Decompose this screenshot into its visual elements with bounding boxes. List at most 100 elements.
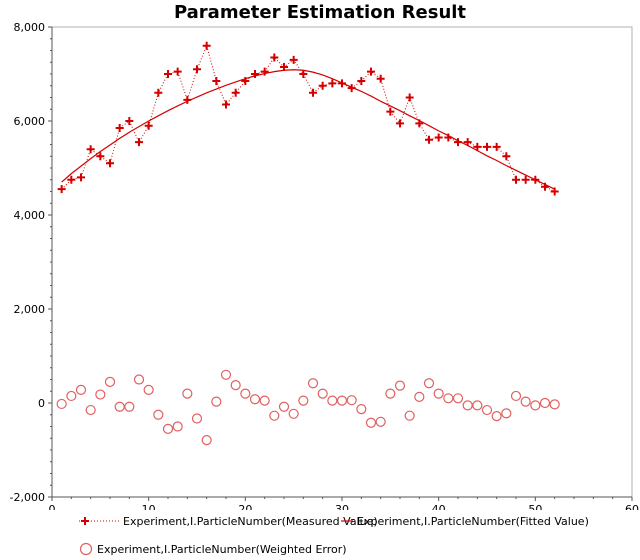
- measured-point: [57, 185, 66, 194]
- weighted-error-point: [375, 416, 386, 427]
- measured-point: [164, 70, 172, 78]
- weighted-error-point: [201, 435, 212, 446]
- measured-point: [347, 84, 356, 93]
- x-tick-label: 60: [625, 503, 639, 510]
- weighted-error-point: [327, 395, 338, 406]
- weighted-error-point: [114, 401, 125, 412]
- weighted-error-point: [85, 404, 96, 416]
- measured-point: [270, 53, 279, 62]
- weighted-error-point: [472, 400, 483, 411]
- weighted-error-point: [172, 421, 183, 432]
- measured-point: [454, 138, 462, 147]
- weighted-error-point: [394, 380, 406, 391]
- weighted-error-point: [501, 408, 512, 419]
- measured-point: [502, 152, 511, 161]
- weighted-error-point: [249, 394, 261, 405]
- weighted-error-point: [539, 397, 551, 409]
- circle-marker-icon: [78, 542, 94, 556]
- measured-point: [512, 175, 520, 184]
- weighted-error-point: [423, 378, 435, 389]
- weighted-error-point: [95, 389, 106, 400]
- weighted-error-point: [491, 411, 502, 422]
- x-tick-label: 50: [528, 503, 542, 510]
- weighted-error-point: [443, 393, 454, 404]
- weighted-error-point: [288, 408, 299, 419]
- x-tick-label: 20: [238, 503, 252, 510]
- weighted-error-point: [66, 390, 77, 402]
- weighted-error-point: [307, 378, 319, 389]
- measured-point: [318, 81, 327, 90]
- y-tick-label: 0: [38, 397, 45, 410]
- weighted-error-point: [269, 410, 280, 421]
- legend: Experiment,I.ParticleNumber(Measured Val…: [0, 510, 640, 560]
- weighted-error-point: [356, 404, 367, 415]
- measured-point: [289, 55, 298, 64]
- weighted-error-point: [414, 391, 425, 402]
- weighted-error-point: [530, 400, 541, 411]
- weighted-error-point: [462, 400, 473, 411]
- measured-point: [425, 135, 433, 144]
- y-tick-label: 4,000: [14, 209, 46, 222]
- measured-point: [125, 117, 134, 125]
- legend-item-weighted-error: Experiment,I.ParticleNumber(Weighted Err…: [78, 542, 347, 556]
- legend-label-fitted: Experiment,I.ParticleNumber(Fitted Value…: [357, 514, 589, 528]
- measured-point: [241, 77, 250, 86]
- measured-point: [154, 88, 163, 97]
- weighted-error-point: [452, 393, 464, 404]
- weighted-error-point: [220, 369, 232, 380]
- y-tick-label: 6,000: [14, 115, 46, 128]
- plot-frame: [51, 26, 633, 498]
- y-tick-label: 2,000: [14, 303, 46, 316]
- legend-label-weighted-error: Experiment,I.ParticleNumber(Weighted Err…: [97, 542, 347, 556]
- measured-point: [357, 77, 366, 86]
- plus-marker-icon: [78, 514, 120, 528]
- weighted-error-point: [346, 395, 357, 406]
- x-tick-label: 30: [335, 503, 349, 510]
- weighted-error-point: [336, 395, 348, 406]
- measured-point: [115, 124, 124, 133]
- series-fitted-line: [61, 69, 555, 190]
- plot-area: -2,000 0 2,000 4,000 6,000 8,000 0 10 20 30 40 50 60: [10, 21, 639, 510]
- y-tick-label: 8,000: [14, 21, 46, 34]
- y-tick-label: -2,000: [10, 491, 45, 504]
- measured-point: [521, 175, 530, 184]
- measured-point: [531, 175, 540, 184]
- weighted-error-point: [191, 413, 203, 424]
- measured-point: [386, 107, 395, 116]
- measured-point: [260, 67, 269, 76]
- weighted-error-point: [510, 390, 522, 402]
- legend-item-measured: Experiment,I.ParticleNumber(Measured Val…: [78, 514, 378, 528]
- x-tick-label: 10: [142, 503, 156, 510]
- measured-point: [96, 152, 105, 161]
- measured-point: [483, 142, 491, 151]
- legend-item-fitted: Experiment,I.ParticleNumber(Fitted Value…: [340, 514, 589, 528]
- measured-point: [202, 41, 211, 50]
- measured-point: [550, 187, 559, 196]
- measured-point: [473, 142, 482, 151]
- measured-point: [280, 62, 288, 71]
- measured-point: [299, 70, 308, 78]
- measured-point: [338, 79, 346, 88]
- weighted-error-point: [211, 396, 222, 407]
- measured-point: [77, 173, 85, 182]
- chart-title: Parameter Estimation Result: [173, 2, 467, 23]
- measured-point: [193, 65, 201, 74]
- measured-point: [444, 133, 453, 142]
- weighted-error-point: [182, 388, 193, 399]
- weighted-error-point: [520, 396, 531, 407]
- measured-point: [144, 121, 153, 130]
- measured-point: [434, 133, 443, 142]
- measured-point: [541, 182, 549, 191]
- measured-point: [251, 70, 259, 78]
- measured-point: [463, 138, 472, 147]
- measured-point: [183, 95, 192, 104]
- weighted-error-point: [56, 398, 67, 410]
- weighted-error-point: [317, 388, 328, 399]
- weighted-error-point: [549, 399, 560, 410]
- weighted-error-point: [385, 388, 396, 399]
- weighted-error-point: [433, 388, 444, 399]
- weighted-error-point: [230, 380, 241, 391]
- weighted-error-point: [404, 410, 415, 421]
- x-tick-label: 0: [49, 503, 56, 510]
- measured-point: [376, 74, 385, 83]
